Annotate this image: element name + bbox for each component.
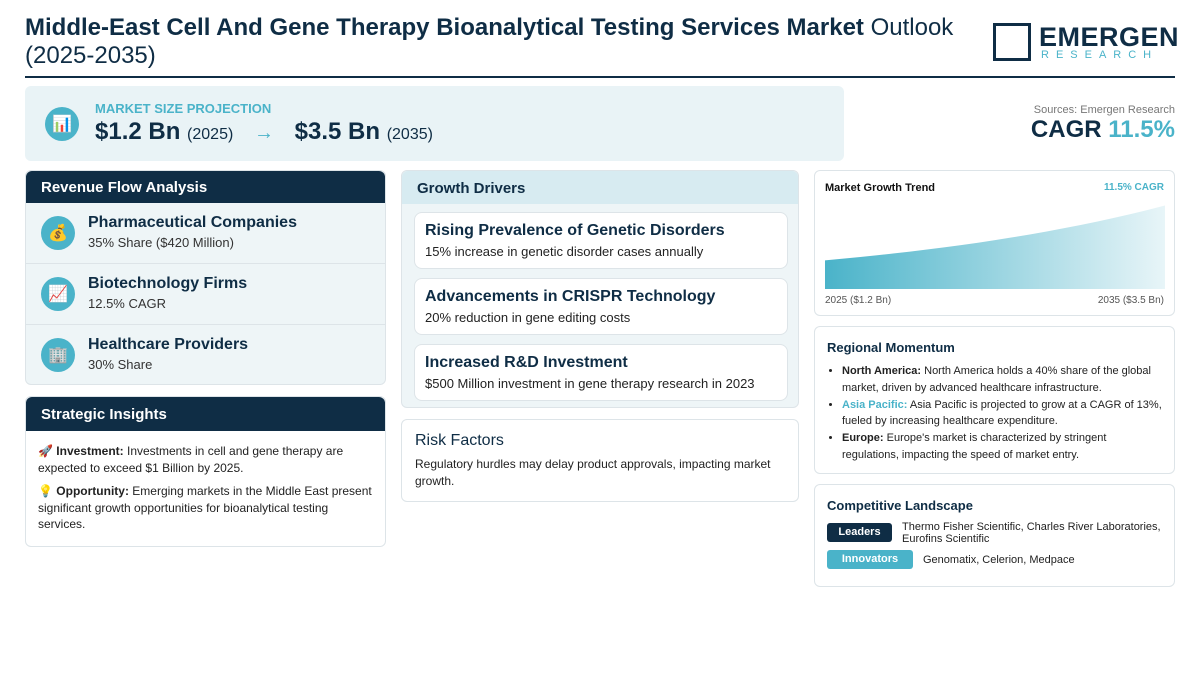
revenue-item-name: Healthcare Providers	[88, 336, 249, 353]
market-size-projection: 📊 MARKET SIZE PROJECTION $1.2 Bn (2025) …	[25, 86, 844, 161]
logo-mark-icon	[993, 23, 1031, 61]
revenue-item-detail: 30% Share	[88, 357, 153, 372]
growth-area-chart	[825, 205, 1165, 289]
regional-momentum-title: Regional Momentum	[827, 340, 955, 355]
regional-list: North America: North America holds a 40%…	[842, 363, 1164, 464]
bar-chart-icon: 📊	[45, 107, 79, 141]
risk-factors-text: Regulatory hurdles may delay product app…	[415, 457, 771, 488]
growth-drivers-title: Growth Drivers	[402, 171, 798, 204]
market-growth-trend-panel: Market Growth Trend 11.5% CAGR 2025 ($1.…	[814, 170, 1175, 316]
logo-sub-text: RESEARCH	[1041, 49, 1159, 61]
growth-area	[825, 205, 1165, 289]
leaders-badge: Leaders	[827, 523, 892, 542]
insight-investment: 🚀 Investment: Investments in cell and ge…	[38, 444, 344, 475]
risk-factors-panel: Risk Factors Regulatory hurdles may dela…	[401, 419, 799, 502]
trend-start-label: 2025 ($1.2 Bn)	[825, 295, 892, 306]
cagr-value: 11.5%	[1108, 116, 1175, 143]
cagr-figure: CAGR 11.5%	[1030, 116, 1175, 143]
start-value: $1.2 Bn	[95, 118, 181, 145]
revenue-flow-title: Revenue Flow Analysis	[26, 171, 385, 203]
regional-momentum-panel: Regional Momentum North America: North A…	[814, 326, 1175, 474]
risk-factors-title: Risk Factors	[415, 432, 504, 449]
revenue-item: 📈 Biotechnology Firms 12.5% CAGR	[26, 264, 385, 325]
revenue-item-name: Biotechnology Firms	[88, 275, 248, 292]
leaders-list: Thermo Fisher Scientific, Charles River …	[902, 521, 1161, 545]
end-value: $3.5 Bn	[294, 118, 381, 145]
trend-chart-icon: 📈	[41, 277, 75, 311]
revenue-item-detail: 35% Share ($420 Million)	[88, 235, 234, 250]
projection-label: MARKET SIZE PROJECTION	[95, 101, 272, 116]
start-year: (2025)	[187, 126, 234, 143]
region-item: Asia Pacific: Asia Pacific is projected …	[842, 397, 1164, 431]
revenue-item-detail: 12.5% CAGR	[88, 296, 167, 311]
driver-title: Advancements in CRISPR Technology	[425, 288, 716, 305]
growth-driver-card: Advancements in CRISPR Technology 20% re…	[414, 278, 788, 335]
strategic-insights-panel: Strategic Insights 🚀 Investment: Investm…	[25, 396, 386, 547]
growth-driver-card: Increased R&D Investment $500 Million in…	[414, 344, 788, 401]
driver-detail: 20% reduction in gene editing costs	[425, 310, 631, 325]
arrow-right-icon: →	[253, 122, 274, 144]
driver-detail: $500 Million investment in gene therapy …	[425, 376, 755, 391]
emergen-logo: EMERGEN RESEARCH	[993, 22, 1179, 64]
growth-drivers-panel: Growth Drivers Rising Prevalence of Gene…	[401, 170, 799, 408]
strategic-insights-title: Strategic Insights	[26, 397, 385, 431]
competitive-landscape-panel: Competitive Landscape Leaders Thermo Fis…	[814, 484, 1175, 587]
insight-opportunity: 💡 Opportunity: Emerging markets in the M…	[38, 484, 372, 531]
driver-title: Increased R&D Investment	[425, 354, 628, 371]
rocket-icon: 🚀	[38, 444, 53, 458]
growth-driver-card: Rising Prevalence of Genetic Disorders 1…	[414, 212, 788, 269]
trend-title: Market Growth Trend	[825, 182, 936, 194]
logo-main-text: EMERGEN	[1039, 22, 1180, 52]
revenue-item-name: Pharmaceutical Companies	[88, 214, 297, 231]
revenue-flow-panel: Revenue Flow Analysis 💰 Pharmaceutical C…	[25, 170, 386, 385]
projection-values: $1.2 Bn (2025) → $3.5 Bn (2035)	[95, 118, 433, 146]
innovators-list: Genomatix, Celerion, Medpace	[923, 554, 1075, 566]
page-title: Middle-East Cell And Gene Therapy Bioana…	[25, 14, 954, 69]
lightbulb-icon: 💡	[38, 484, 53, 498]
revenue-item: 🏢 Healthcare Providers 30% Share	[26, 325, 385, 386]
driver-title: Rising Prevalence of Genetic Disorders	[425, 222, 725, 239]
competitive-title: Competitive Landscape	[827, 498, 973, 513]
money-bag-icon: 💰	[41, 216, 75, 250]
trend-cagr: 11.5% CAGR	[1103, 182, 1164, 193]
driver-detail: 15% increase in genetic disorder cases a…	[425, 244, 704, 259]
trend-end-label: 2035 ($3.5 Bn)	[1097, 295, 1164, 306]
region-item: North America: North America holds a 40%…	[842, 363, 1164, 397]
revenue-item: 💰 Pharmaceutical Companies 35% Share ($4…	[26, 203, 385, 264]
cagr-summary: Sources: Emergen Research CAGR 11.5%	[1031, 104, 1175, 144]
innovators-badge: Innovators	[827, 550, 913, 569]
hospital-icon: 🏢	[41, 338, 75, 372]
header: Middle-East Cell And Gene Therapy Bioana…	[25, 14, 1179, 78]
source-note: Sources: Emergen Research	[1033, 104, 1175, 116]
end-year: (2035)	[386, 126, 433, 143]
region-item: Europe: Europe's market is characterized…	[842, 430, 1164, 464]
